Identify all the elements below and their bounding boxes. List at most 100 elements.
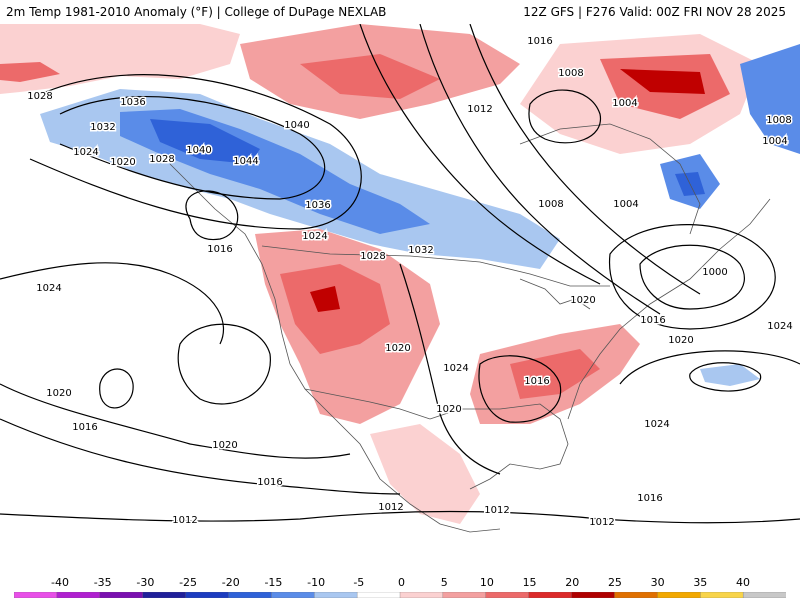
colorbar-tick-label: -30 [136, 576, 155, 589]
colorbar-tick-label: 15 [522, 576, 537, 589]
isobar-label: 1040 [284, 120, 309, 131]
header: 2m Temp 1981-2010 Anomaly (°F) | College… [0, 0, 800, 24]
colorbar-swatch [657, 592, 701, 598]
model-run-info: 12Z GFS | F276 Valid: 00Z FRI NOV 28 202… [523, 5, 786, 19]
cold-anomaly-maritimes [740, 44, 800, 154]
isobar-label: 1036 [305, 200, 330, 211]
isobar-label: 1020 [385, 343, 410, 354]
isobar-1016-south [0, 418, 401, 495]
colorbar-swatch [99, 592, 144, 598]
isobar-label: 1004 [612, 98, 637, 109]
isobar-label: 1012 [589, 517, 614, 528]
map-canvas: 1016 1028 1036 1008 1012 1004 1008 1004 1032 1040… [0, 24, 800, 533]
colorbar-tick-label: -40 [51, 576, 69, 589]
colorbar-swatch [399, 592, 444, 598]
isobar-label: 1016 [640, 315, 665, 326]
map-panel: 1016 1028 1036 1008 1012 1004 1008 1004 1032 1040… [0, 24, 800, 576]
isobar-label: 1028 [27, 91, 52, 102]
colorbar-swatch [271, 592, 315, 598]
colorbar-swatch [614, 592, 658, 598]
isobars [0, 24, 800, 524]
isobar-east-low [639, 244, 745, 310]
colorbar-swatch [14, 592, 58, 598]
us-mexico-border [304, 388, 431, 420]
isobar-label: 1024 [302, 231, 327, 242]
isobar-label: 1024 [73, 147, 98, 158]
colorbar-swatch [56, 592, 101, 598]
east-coast-line [567, 198, 771, 420]
colorbar-swatch [742, 592, 786, 598]
isobar-label: 1024 [443, 363, 468, 374]
west-coast-line [169, 163, 501, 533]
isobar-high-nw [59, 95, 326, 200]
isobar-label: 1020 [436, 404, 461, 415]
isobar-label: 1008 [538, 199, 563, 210]
cold-anomaly-atlantic [700, 364, 760, 386]
colorbar-swatch [485, 592, 530, 598]
colorbar-tick-label: 10 [479, 576, 494, 589]
us-canada-border [261, 245, 610, 287]
map-title: 2m Temp 1981-2010 Anomaly (°F) | College… [6, 5, 387, 19]
isobar-1020-south [0, 383, 351, 459]
isobar-high-nw-2 [29, 74, 362, 230]
isobar-label: 1020 [110, 157, 135, 168]
colorbar-tick-label: 20 [565, 576, 580, 589]
isobar-label: 1024 [644, 419, 669, 430]
isobar-label: 1032 [408, 245, 433, 256]
colorbar-swatch [700, 592, 744, 598]
isobar-atlantic-high-2 [689, 362, 762, 392]
isobar-pac-low [185, 190, 239, 241]
isobar-label: 1040 [186, 145, 211, 156]
colorbar-tick-label: -25 [179, 576, 198, 589]
isobar-label: 1024 [36, 283, 61, 294]
colorbar-swatch [185, 592, 230, 598]
great-lakes [519, 278, 591, 310]
isobar-label: 1012 [172, 515, 197, 526]
geography-lines [169, 123, 771, 533]
isobar-canada-2 [419, 24, 661, 315]
isobar-label: 1016 [72, 422, 97, 433]
colorbar-swatch [442, 592, 487, 598]
isobar-us-1016 [478, 355, 562, 423]
isobar-labels: 1016 1028 1036 1008 1012 1004 1008 1004 1032 1040… [26, 35, 794, 530]
gulf-coast-line [429, 403, 569, 490]
isobar-label: 1020 [668, 335, 693, 346]
colorbar-swatch [571, 592, 616, 598]
colorbar-tick-label: -35 [93, 576, 112, 589]
isobar-label: 1016 [524, 376, 549, 387]
warm-anomaly-west-us-max [310, 286, 340, 312]
isobar-label: 1008 [558, 68, 583, 79]
isobar-label: 1020 [212, 440, 237, 451]
warm-anomaly-mexico [370, 424, 480, 524]
isobar-label: 1016 [207, 244, 232, 255]
isobar-label: 1020 [570, 295, 595, 306]
isobar-label: 1004 [762, 136, 787, 147]
isobar-label: 1032 [90, 122, 115, 133]
isobar-label: 1028 [149, 154, 174, 165]
isobar-label: 1012 [484, 505, 509, 516]
anomaly-shading [0, 24, 800, 524]
colorbar-tick-label: 30 [650, 576, 665, 589]
colorbar-swatch [528, 592, 573, 598]
isobar-label: 1028 [360, 251, 385, 262]
isobar-label: 1036 [120, 97, 145, 108]
colorbar-tick-label: 35 [693, 576, 708, 589]
colorbar-tick-label: 25 [607, 576, 622, 589]
isobar-label: 1012 [467, 104, 492, 115]
isobar-east-low-2 [608, 224, 776, 330]
hudson-bay-coast [519, 123, 701, 235]
colorbar-tick-label: 0 [398, 576, 405, 589]
isobar-label: 1012 [378, 502, 403, 513]
colorbar-tick-label: -15 [264, 576, 283, 589]
isobar-hudson-low [528, 89, 601, 144]
isobar-label: 1004 [613, 199, 638, 210]
colorbar-tick-label: -5 [353, 576, 365, 589]
warm-anomaly-nw [0, 24, 240, 94]
cold-anomaly-max [150, 119, 260, 164]
colorbar-tick-label: -20 [221, 576, 240, 589]
colorbar-strip [14, 592, 786, 598]
isobar-canada-1 [359, 24, 601, 285]
isobar-label: 1044 [233, 156, 258, 167]
colorbar-swatch [142, 592, 187, 598]
isobar-pac-high-2 [99, 368, 134, 409]
